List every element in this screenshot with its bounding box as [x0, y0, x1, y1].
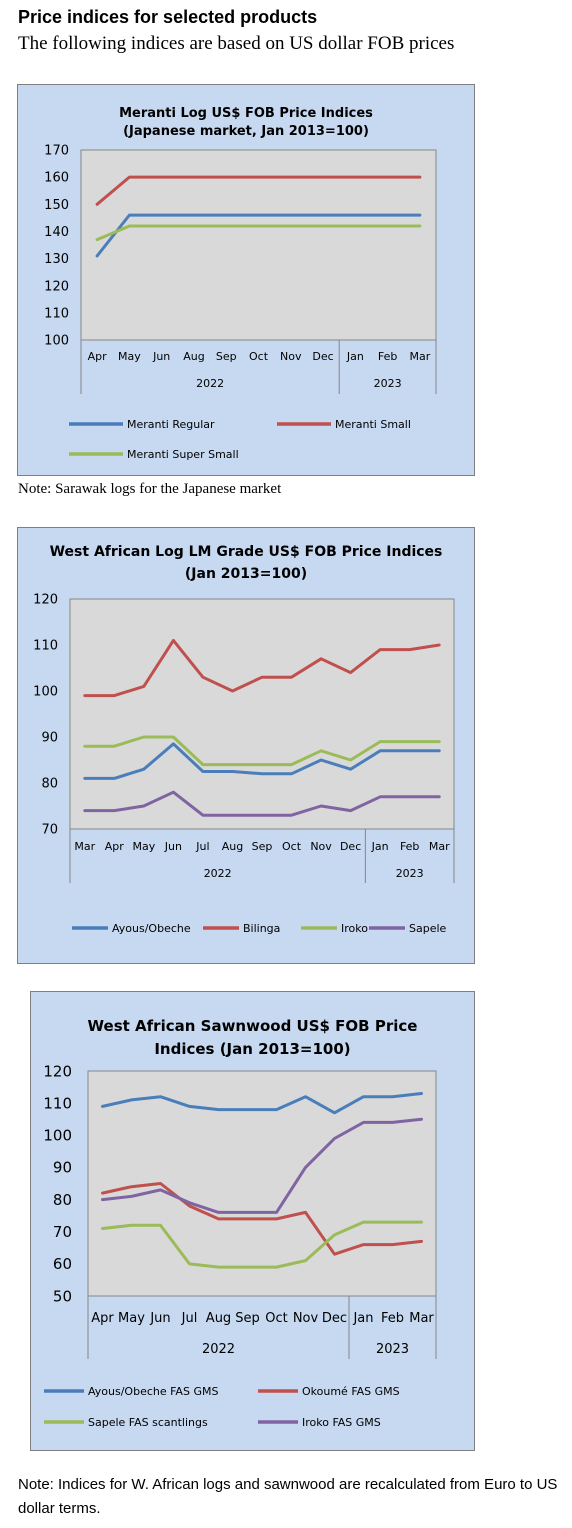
legend-label: Meranti Small — [335, 418, 411, 431]
x-tick-label: Apr — [88, 350, 108, 363]
y-tick-label: 160 — [44, 171, 69, 186]
x-tick-label: Sep — [216, 350, 237, 363]
chart-svg: Meranti Log US$ FOB Price Indices (Japane… — [17, 84, 475, 476]
x-tick-label: Jun — [164, 840, 182, 853]
meranti-log-chart: Meranti Log US$ FOB Price Indices (Japane… — [17, 84, 475, 476]
legend-label: Sapele — [409, 922, 447, 935]
note-euro-conversion: Note: Indices for W. African logs and sa… — [18, 1476, 558, 1517]
year-label: 2022 — [202, 1342, 235, 1357]
legend-label: Sapele FAS scantlings — [88, 1416, 208, 1429]
y-tick-label: 100 — [44, 334, 69, 349]
year-label: 2023 — [376, 1342, 409, 1357]
x-tick-label: Dec — [340, 840, 361, 853]
y-tick-label: 90 — [53, 1159, 72, 1177]
y-tick-label: 90 — [41, 731, 58, 746]
y-tick-label: 80 — [53, 1191, 72, 1209]
y-tick-label: 140 — [44, 225, 69, 240]
y-tick-label: 120 — [43, 1062, 72, 1080]
y-tick-label: 110 — [33, 639, 58, 654]
plot-area — [80, 149, 437, 341]
x-tick-label: Oct — [282, 840, 302, 853]
x-tick-label: Jun — [149, 1311, 170, 1326]
y-tick-label: 150 — [44, 198, 69, 213]
x-tick-label: Nov — [280, 350, 302, 363]
x-tick-label: Jan — [352, 1311, 373, 1326]
legend-label: Ayous/Obeche — [112, 922, 191, 935]
x-tick-label: Mar — [409, 1311, 434, 1326]
y-tick-label: 100 — [33, 685, 58, 700]
x-tick-label: Jan — [371, 840, 389, 853]
series-line — [101, 1117, 423, 1214]
x-tick-label: Mar — [429, 840, 450, 853]
x-tick-label: Sep — [252, 840, 273, 853]
chart-title: West African Sawnwood US$ FOB Price — [88, 1017, 418, 1035]
x-tick-label: Aug — [222, 840, 243, 853]
x-tick-label: Aug — [206, 1311, 231, 1326]
y-tick-label: 120 — [33, 593, 58, 608]
west-african-log-chart: West African Log LM Grade US$ FOB Price … — [17, 527, 475, 964]
x-tick-label: Mar — [409, 350, 430, 363]
y-tick-label: 130 — [44, 252, 69, 267]
x-tick-label: Nov — [293, 1311, 319, 1326]
chart-svg: West African Sawnwood US$ FOB Price Indic… — [30, 991, 475, 1451]
y-tick-label: 50 — [53, 1287, 72, 1305]
legend-label: Ayous/Obeche FAS GMS — [88, 1385, 218, 1398]
x-tick-label: Feb — [378, 350, 397, 363]
series-line — [101, 1220, 423, 1269]
x-tick-label: Jul — [181, 1311, 198, 1326]
y-tick-label: 80 — [41, 777, 58, 792]
page-subheading: The following indices are based on US do… — [18, 33, 455, 54]
x-tick-label: May — [118, 1311, 145, 1326]
legend-label: Iroko — [341, 922, 368, 935]
year-label: 2023 — [396, 867, 424, 880]
legend-label: Meranti Regular — [127, 418, 215, 431]
page-heading: Price indices for selected products — [18, 7, 318, 27]
y-tick-label: 170 — [44, 144, 69, 159]
year-label: 2022 — [204, 867, 232, 880]
x-tick-label: May — [118, 350, 141, 363]
note-sarawak: Note: Sarawak logs for the Japanese mark… — [18, 481, 282, 497]
y-tick-label: 110 — [43, 1094, 72, 1112]
series-line — [101, 1182, 423, 1256]
y-tick-label: 120 — [44, 279, 69, 294]
chart-svg: West African Log LM Grade US$ FOB Price … — [17, 527, 475, 964]
chart-title: West African Log LM Grade US$ FOB Price … — [50, 544, 443, 560]
chart-title: Meranti Log US$ FOB Price Indices — [119, 106, 373, 121]
x-tick-label: Oct — [265, 1311, 287, 1326]
chart-subtitle: (Jan 2013=100) — [185, 566, 307, 582]
x-tick-label: Oct — [249, 350, 269, 363]
plot-area — [87, 1070, 437, 1297]
x-tick-label: Jul — [195, 840, 209, 853]
x-tick-label: Mar — [74, 840, 95, 853]
y-tick-label: 70 — [53, 1223, 72, 1241]
x-tick-label: Jan — [346, 350, 364, 363]
legend-label: Meranti Super Small — [127, 448, 239, 461]
series-line — [101, 1092, 423, 1115]
x-tick-label: Aug — [183, 350, 204, 363]
x-tick-label: Feb — [381, 1311, 404, 1326]
x-tick-label: Jun — [152, 350, 170, 363]
legend-label: Okoumé FAS GMS — [302, 1385, 400, 1398]
chart-subtitle: (Japanese market, Jan 2013=100) — [123, 124, 369, 139]
x-tick-label: May — [132, 840, 155, 853]
y-tick-label: 60 — [53, 1255, 72, 1273]
legend-label: Iroko FAS GMS — [302, 1416, 381, 1429]
x-tick-label: Apr — [105, 840, 125, 853]
y-tick-label: 70 — [41, 823, 58, 838]
x-tick-label: Dec — [322, 1311, 347, 1326]
x-tick-label: Feb — [400, 840, 419, 853]
plot-area — [69, 598, 455, 830]
y-tick-label: 100 — [43, 1127, 72, 1145]
x-tick-label: Sep — [235, 1311, 260, 1326]
legend-label: Bilinga — [243, 922, 280, 935]
x-tick-label: Nov — [310, 840, 332, 853]
x-tick-label: Apr — [91, 1311, 114, 1326]
chart-subtitle: Indices (Jan 2013=100) — [154, 1040, 350, 1058]
year-label: 2022 — [196, 377, 224, 390]
x-tick-label: Dec — [312, 350, 333, 363]
y-tick-label: 110 — [44, 306, 69, 321]
year-label: 2023 — [374, 377, 402, 390]
west-african-sawnwood-chart: West African Sawnwood US$ FOB Price Indic… — [30, 991, 475, 1451]
